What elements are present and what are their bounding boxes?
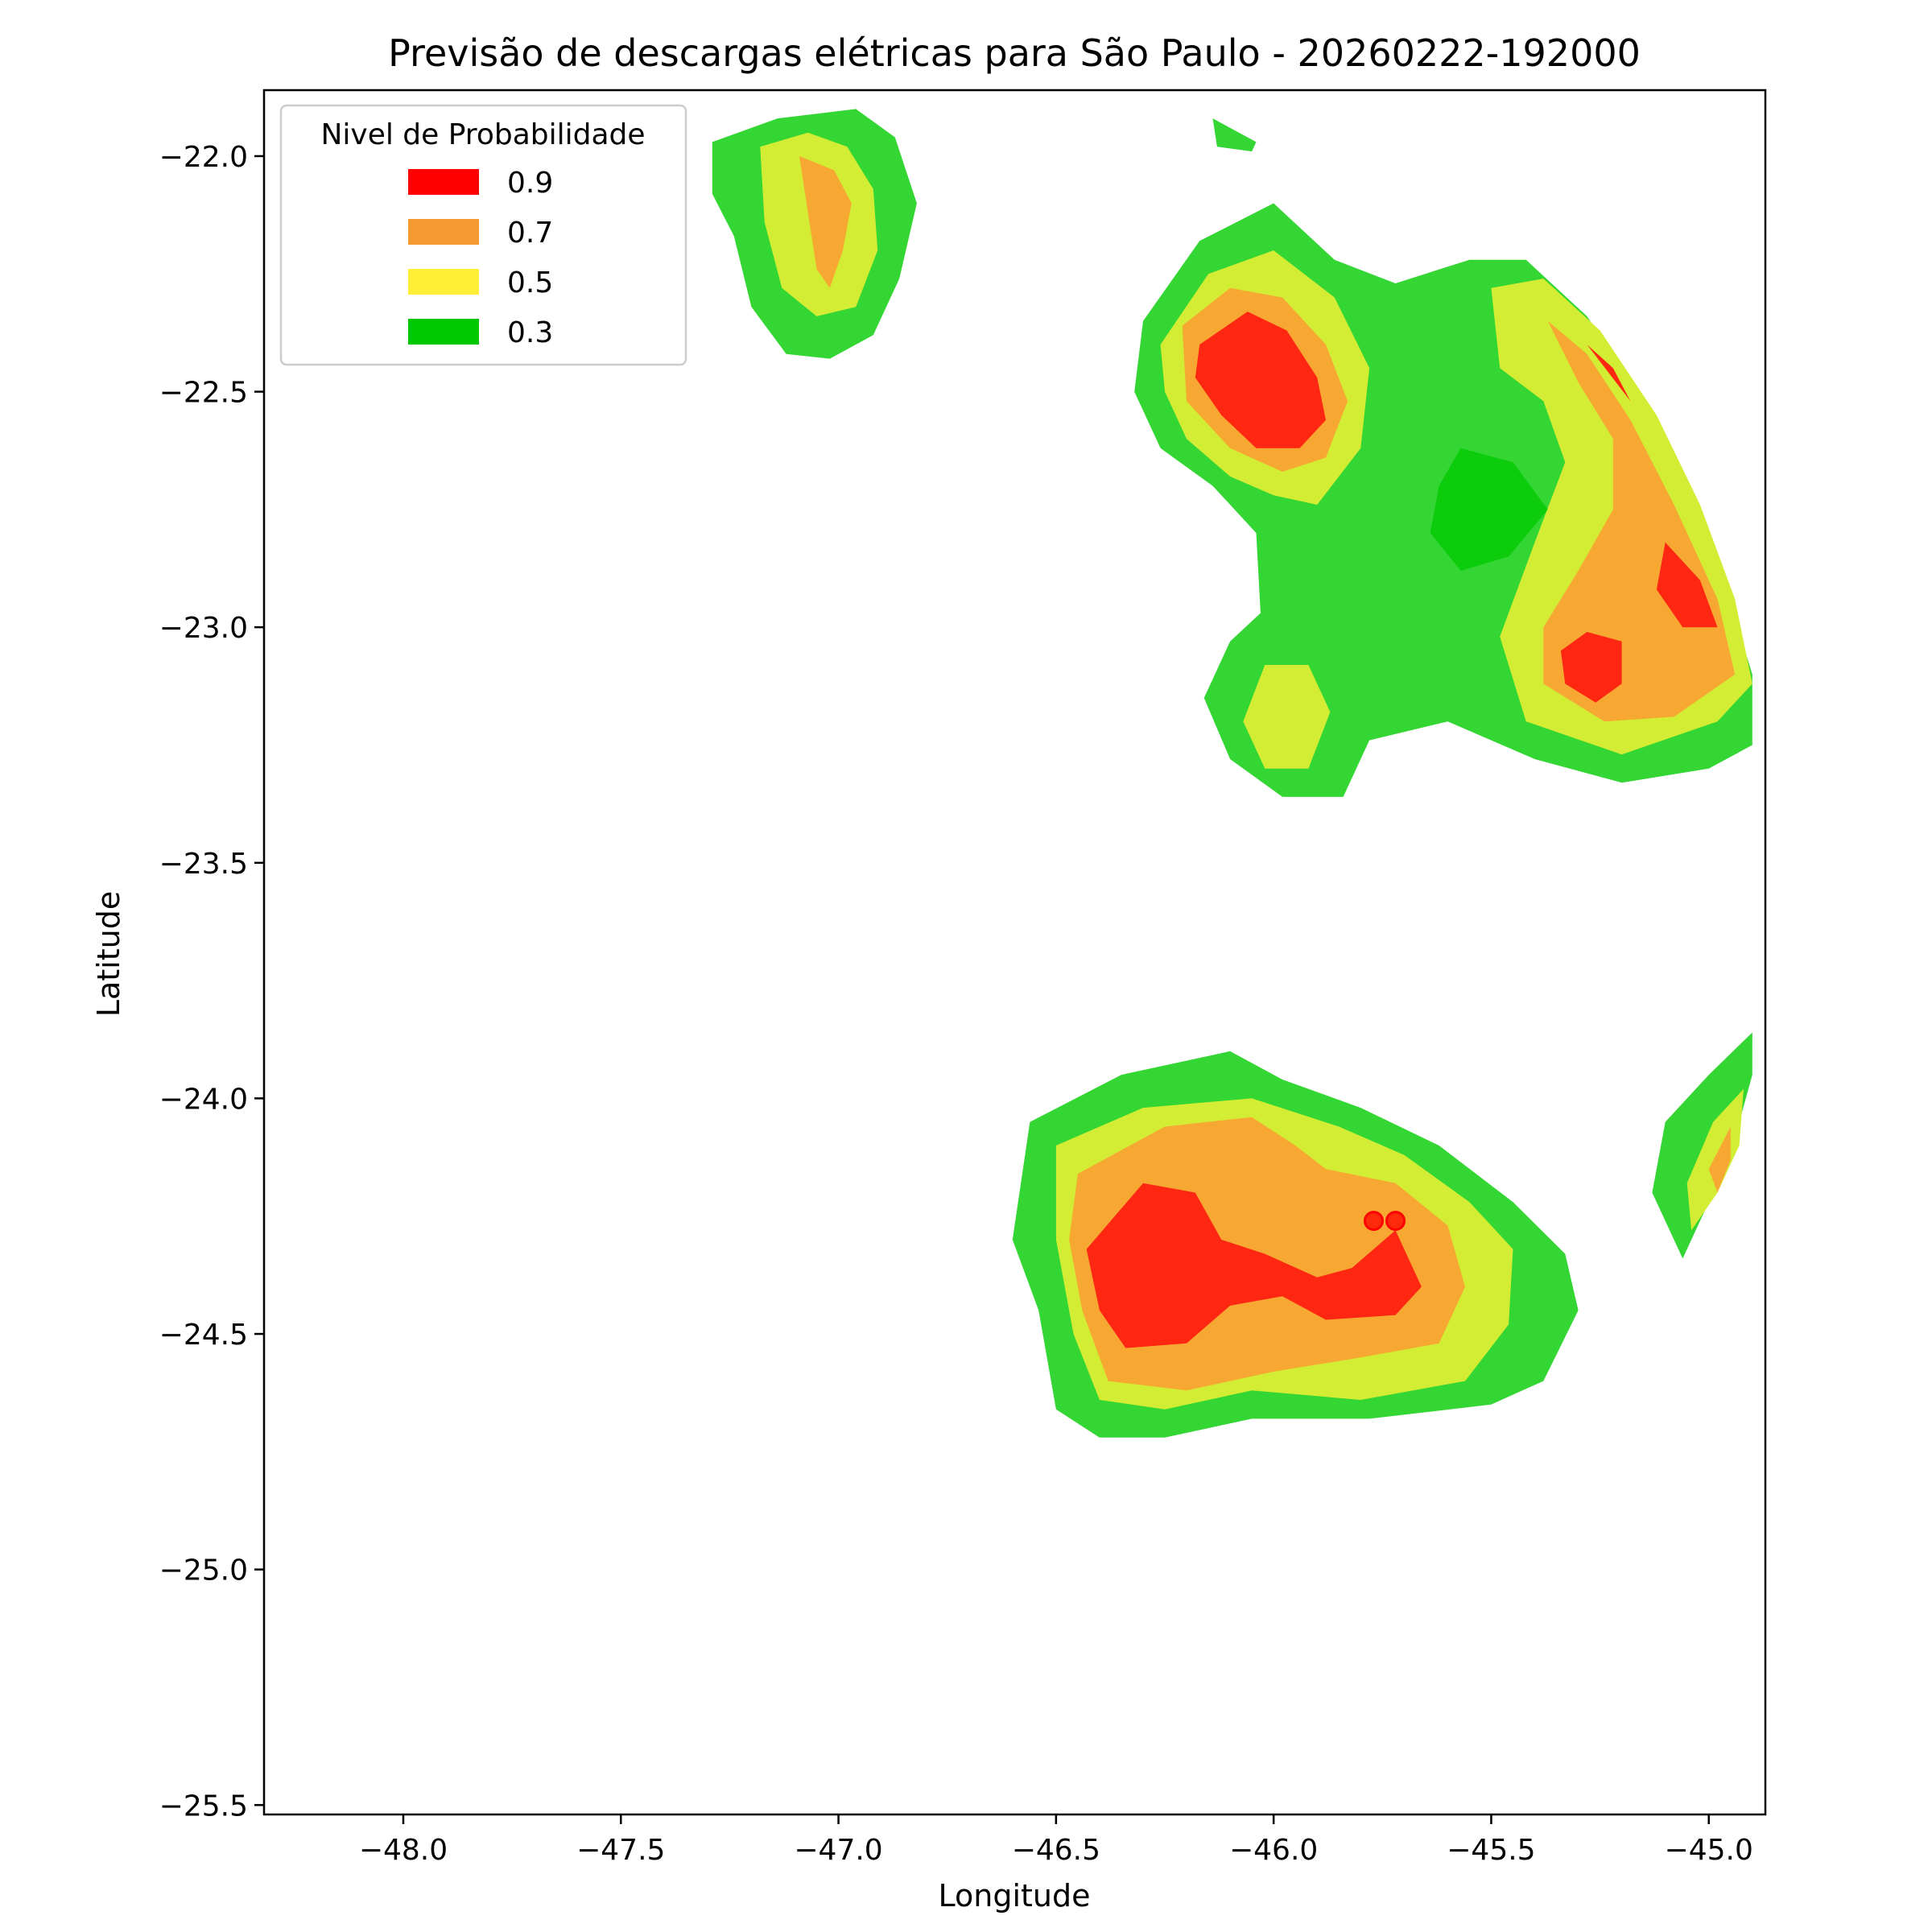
y-axis: −22.0 −22.5 −23.0 −23.5 −24.0 −24.5 −25.0 −25.5 xyxy=(159,141,264,1823)
legend-swatch xyxy=(408,169,479,195)
east-edge-sliver-level-03 xyxy=(1652,1032,1752,1259)
northwest-cell-level-07 xyxy=(799,155,852,288)
y-tick-label: −22.0 xyxy=(159,141,248,174)
east-edge-sliver-level-07 xyxy=(1708,1126,1731,1193)
northeast-complex-level-09 xyxy=(1587,345,1631,402)
chart-title: Previsão de descargas elétricas para São… xyxy=(388,31,1641,75)
legend-swatch xyxy=(408,269,479,295)
plot-frame xyxy=(262,89,1767,1816)
lightning-marker xyxy=(1363,1211,1384,1232)
x-tick-label: −47.0 xyxy=(794,1834,882,1867)
x-tick-label: −45.5 xyxy=(1447,1834,1535,1867)
y-tick-label: −23.0 xyxy=(159,612,248,645)
x-tick-label: −48.0 xyxy=(359,1834,448,1867)
northeast-complex-level-09 xyxy=(1195,312,1326,448)
northeast-complex-level-09 xyxy=(1560,632,1622,703)
legend-label: 0.5 xyxy=(507,266,553,299)
y-tick-label: −24.0 xyxy=(159,1083,248,1116)
legend-box xyxy=(279,104,687,366)
north-speck-level-03 xyxy=(1212,118,1257,152)
x-tick-label: −46.5 xyxy=(1012,1834,1100,1867)
x-tick-label: −45.0 xyxy=(1665,1834,1753,1867)
y-tick-label: −23.5 xyxy=(159,848,248,881)
legend-swatch xyxy=(408,319,479,345)
x-axis: −48.0 −47.5 −47.0 −46.5 −46.0 −45.5 −45.0 xyxy=(359,1814,1753,1867)
x-axis-label: Longitude xyxy=(939,1878,1091,1913)
x-tick-label: −46.0 xyxy=(1229,1834,1318,1867)
y-tick-label: −22.5 xyxy=(159,377,248,410)
y-tick-label: −25.0 xyxy=(159,1554,248,1587)
legend-label: 0.3 xyxy=(507,316,553,349)
lightning-markers xyxy=(1363,1211,1406,1232)
legend-title: Nivel de Probabilidade xyxy=(320,118,645,151)
legend-swatch xyxy=(408,219,479,245)
y-tick-label: −25.5 xyxy=(159,1790,248,1823)
northeast-complex-level-03-core xyxy=(1430,448,1548,571)
lightning-marker xyxy=(1385,1211,1406,1232)
probability-regions xyxy=(712,109,1752,1438)
northeast-complex-level-09 xyxy=(1656,542,1718,628)
legend-label: 0.9 xyxy=(507,167,553,200)
legend: Nivel de Probabilidade 0.9 0.7 0.5 0.3 xyxy=(279,104,687,366)
legend-label: 0.7 xyxy=(507,217,553,250)
south-cell-level-09 xyxy=(1086,1183,1422,1348)
y-axis-label: Latitude xyxy=(91,891,126,1017)
y-tick-label: −24.5 xyxy=(159,1319,248,1352)
x-tick-label: −47.5 xyxy=(576,1834,665,1867)
northeast-complex-level-05 xyxy=(1243,665,1331,769)
